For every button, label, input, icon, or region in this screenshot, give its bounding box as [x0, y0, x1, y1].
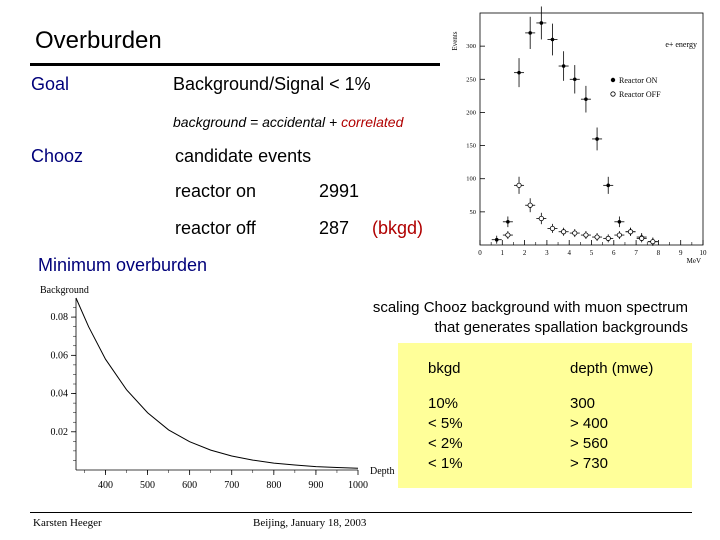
x-tick-label: 800	[266, 480, 281, 491]
x-tick-label: 400	[98, 480, 113, 491]
y-tick-label: 100	[466, 176, 476, 183]
table-cell-bkgd: < 1%	[428, 455, 463, 472]
chooz-label: Chooz	[31, 146, 84, 166]
legend-label: Reactor ON	[619, 76, 658, 85]
y-tick-label: 200	[466, 109, 476, 116]
chart-annotation: e+ energy	[665, 40, 697, 49]
data-point	[494, 237, 499, 242]
x-tick-label: 1000	[348, 480, 368, 491]
goal-text: Background/Signal < 1%	[173, 74, 371, 94]
x-tick-label: 2	[523, 249, 527, 257]
x-axis-label: MeV	[687, 257, 701, 265]
scaling-note-line1: scaling Chooz background with muon spect…	[372, 299, 688, 316]
table-cell-depth: 300	[570, 395, 596, 412]
x-tick-label: 0	[478, 249, 482, 257]
chooz-spectrum-chart: 0 1 2 3 4 5 6 7 8 9 10 50 100 150 200 250 300 Events MeV e+…	[451, 6, 708, 265]
background-equation-prefix: background = accidental +	[173, 114, 342, 130]
legend-marker	[610, 77, 616, 83]
slide-title: Overburden	[35, 27, 162, 54]
y-axis-label: Events	[451, 31, 459, 50]
y-axis-label: Background	[40, 285, 89, 296]
bkgd-depth-table: bkgd depth (mwe) 10% 300 < 5% > 400 < 2%…	[398, 343, 692, 488]
background-depth-chart: 0.02 0.04 0.06 0.08 400 500 600 700 800 900 1000 Ba…	[40, 285, 394, 491]
table-cell-bkgd: < 2%	[428, 435, 463, 452]
data-point	[517, 70, 521, 75]
data-point	[572, 77, 577, 82]
title-underline	[30, 63, 440, 66]
y-tick-label: 0.06	[51, 350, 69, 361]
footer-rule	[30, 512, 692, 513]
goal-label: Goal	[31, 74, 70, 94]
y-tick-label: 0.04	[51, 389, 69, 400]
reactor-off-label: reactor off	[175, 218, 256, 238]
data-point	[516, 182, 522, 188]
data-point	[605, 235, 611, 241]
x-tick-label: 10	[700, 249, 708, 257]
candidate-events-text: candidate events	[175, 146, 312, 166]
x-tick-label: 600	[182, 480, 197, 491]
x-tick-label: 700	[224, 480, 239, 491]
x-tick-label: 1	[501, 249, 505, 257]
data-point	[595, 137, 599, 141]
y-tick-label: 250	[466, 76, 476, 83]
background-curve	[75, 297, 359, 469]
background-equation: background = accidental + correlated	[173, 114, 403, 130]
x-tick-label: 500	[140, 480, 155, 491]
table-cell-depth: > 560	[570, 435, 608, 452]
table-cell-bkgd: 10%	[428, 395, 459, 412]
x-axis-label: Depth	[370, 466, 394, 477]
data-point	[583, 232, 589, 238]
x-tick-label: 3	[545, 249, 549, 257]
data-point	[584, 97, 588, 101]
footer-date: Beijing, January 18, 2003	[253, 517, 367, 529]
correlated-term: correlated	[341, 114, 404, 130]
data-point	[616, 232, 622, 238]
data-point	[505, 232, 511, 238]
y-tick-label: 150	[466, 143, 476, 150]
data-point	[561, 229, 567, 235]
data-point	[639, 235, 645, 241]
data-point	[549, 225, 556, 232]
y-tick-label: 0.08	[51, 312, 69, 323]
table-cell-depth: > 400	[570, 415, 608, 432]
minimum-overburden-heading: Minimum overburden	[38, 255, 208, 275]
legend-label: Reactor OFF	[619, 90, 661, 99]
data-point	[617, 220, 622, 224]
legend-marker	[610, 91, 616, 97]
data-point	[572, 230, 578, 236]
x-tick-label: 6	[612, 249, 616, 257]
footer-author: Karsten Heeger	[33, 517, 102, 529]
y-tick-label: 300	[466, 43, 476, 50]
data-point	[561, 64, 566, 68]
table-header-depth: depth (mwe)	[570, 360, 654, 377]
x-tick-label: 4	[567, 249, 571, 257]
reactor-off-value: 287	[319, 218, 350, 238]
data-point	[627, 229, 634, 235]
data-point	[550, 37, 555, 42]
data-point	[539, 21, 544, 25]
data-point	[606, 183, 611, 188]
x-tick-label: 9	[679, 249, 683, 257]
x-tick-label: 5	[590, 249, 594, 257]
data-point	[527, 202, 533, 208]
reactor-on-label: reactor on	[175, 181, 257, 201]
bkgd-tag: (bkgd)	[372, 218, 424, 238]
reactor-on-value: 2991	[319, 181, 360, 201]
data-point	[650, 239, 656, 245]
scaling-note: scaling Chooz background with muon spect…	[373, 298, 688, 338]
x-tick-label: 8	[657, 249, 661, 257]
x-tick-label: 7	[634, 249, 638, 257]
scaling-note-line2: that generates spallation backgrounds	[434, 319, 688, 336]
table-header-bkgd: bkgd	[428, 360, 461, 377]
data-point	[594, 234, 600, 240]
table-cell-depth: > 730	[570, 455, 608, 472]
y-tick-label: 0.02	[51, 427, 69, 438]
x-tick-label: 900	[308, 480, 323, 491]
data-point	[528, 31, 532, 35]
data-point	[538, 215, 544, 222]
data-point	[506, 220, 510, 224]
y-tick-label: 50	[470, 209, 477, 216]
table-cell-bkgd: < 5%	[428, 415, 463, 432]
